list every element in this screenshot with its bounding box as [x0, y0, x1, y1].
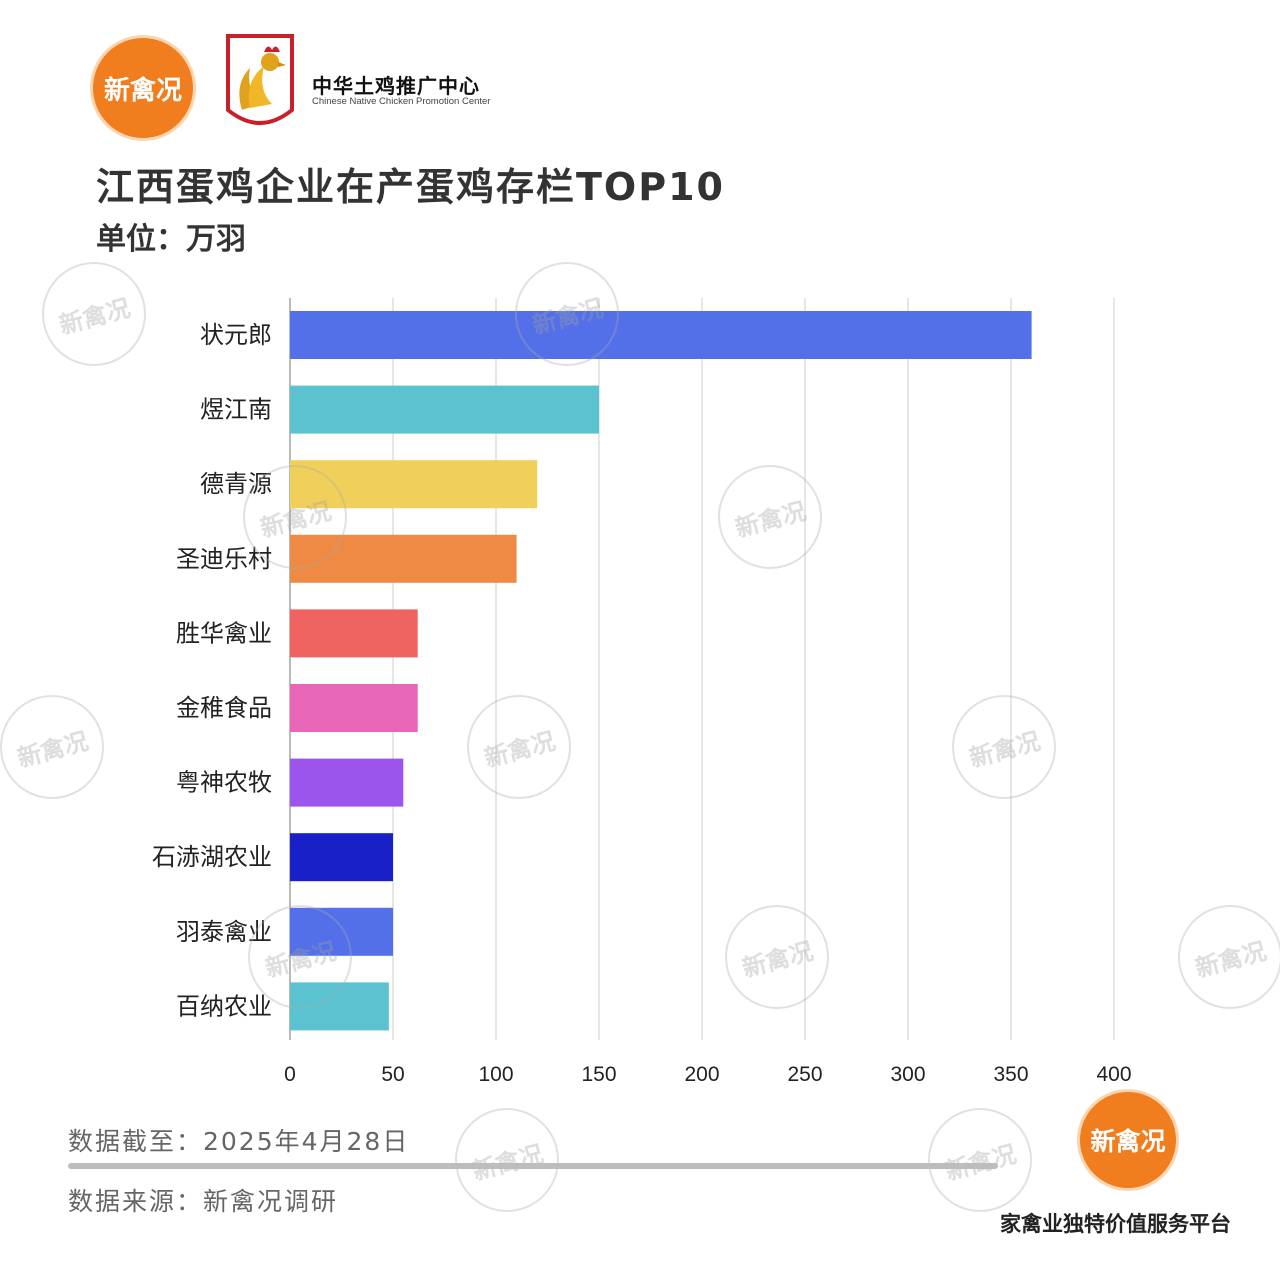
bar	[290, 385, 599, 434]
bar	[290, 460, 538, 509]
chart-title: 江西蛋鸡企业在产蛋鸡存栏TOP10	[96, 165, 725, 209]
data-date-note: 数据截至：2025年4月28日	[68, 1127, 410, 1156]
x-tick-label: 350	[993, 1063, 1028, 1086]
bar	[290, 833, 393, 882]
category-label: 煜江南	[200, 396, 272, 424]
x-tick-label: 200	[684, 1063, 719, 1086]
xinqinkuang-logo-footer: 新禽况	[1080, 1092, 1176, 1188]
x-tick-label: 150	[581, 1063, 616, 1086]
partner-name-en: Chinese Native Chicken Promotion Center	[312, 96, 491, 107]
x-tick-label: 50	[381, 1063, 404, 1086]
category-label: 圣迪乐村	[176, 545, 272, 573]
bar	[290, 758, 404, 807]
bar	[290, 982, 389, 1031]
bar	[290, 534, 517, 583]
data-source-note: 数据来源：新禽况调研	[68, 1187, 339, 1216]
category-label: 百纳农业	[176, 992, 272, 1020]
bars	[290, 311, 1032, 1031]
chart-subtitle: 单位：万羽	[96, 222, 246, 257]
category-label: 粤神农牧	[176, 769, 272, 797]
bar	[290, 907, 393, 956]
xinqinkuang-logo: 新禽况	[93, 38, 193, 138]
x-tick-label: 100	[478, 1063, 513, 1086]
x-tick-label: 300	[890, 1063, 925, 1086]
x-tick-label: 400	[1096, 1063, 1131, 1086]
rooster-logo	[226, 34, 294, 125]
x-axis-ticks: 0 50 100 150 200 250 300 350 400	[284, 1063, 1131, 1086]
category-label: 胜华禽业	[176, 619, 272, 647]
category-label: 石浾湖农业	[152, 843, 272, 871]
bar	[290, 609, 418, 658]
x-tick-label: 0	[284, 1063, 296, 1086]
partner-name-cn: 中华土鸡推广中心	[312, 74, 480, 98]
category-label: 状元郎	[200, 321, 272, 349]
bar	[290, 311, 1032, 359]
bar	[290, 684, 418, 732]
platform-slogan: 家禽业独特价值服务平台	[1000, 1212, 1231, 1236]
category-label: 羽泰禽业	[176, 918, 272, 946]
x-tick-label: 250	[787, 1063, 822, 1086]
category-label: 德青源	[200, 470, 272, 498]
footer-divider	[68, 1163, 998, 1169]
category-label: 金稚食品	[176, 694, 272, 722]
